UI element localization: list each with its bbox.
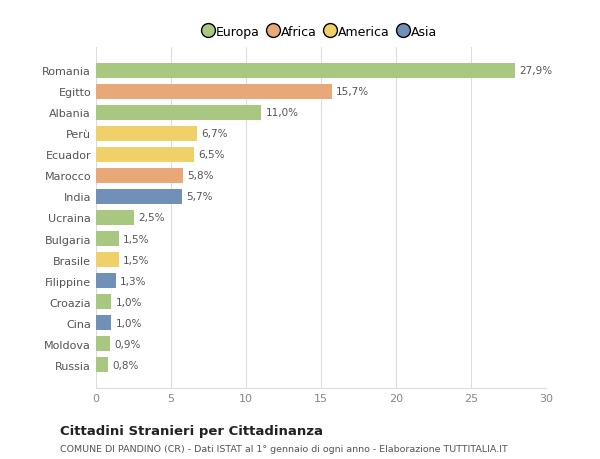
Text: 5,7%: 5,7% — [186, 192, 212, 202]
Legend: Europa, Africa, America, Asia: Europa, Africa, America, Asia — [200, 21, 442, 44]
Bar — [96, 315, 111, 330]
Text: Cittadini Stranieri per Cittadinanza: Cittadini Stranieri per Cittadinanza — [60, 425, 323, 437]
Text: 1,5%: 1,5% — [123, 234, 149, 244]
Bar — [96, 211, 133, 225]
Bar — [96, 106, 261, 121]
Text: 0,8%: 0,8% — [113, 360, 139, 370]
Bar — [96, 294, 111, 309]
Bar — [96, 84, 331, 100]
Bar — [96, 231, 119, 246]
Bar — [96, 127, 197, 142]
Bar — [96, 168, 183, 184]
Text: 27,9%: 27,9% — [519, 66, 552, 76]
Bar — [96, 147, 193, 162]
Text: COMUNE DI PANDINO (CR) - Dati ISTAT al 1° gennaio di ogni anno - Elaborazione TU: COMUNE DI PANDINO (CR) - Dati ISTAT al 1… — [60, 444, 508, 453]
Text: 0,9%: 0,9% — [114, 339, 140, 349]
Text: 1,5%: 1,5% — [123, 255, 149, 265]
Bar — [96, 357, 108, 372]
Bar — [96, 252, 119, 268]
Text: 6,7%: 6,7% — [201, 129, 227, 139]
Text: 1,3%: 1,3% — [120, 276, 146, 286]
Text: 5,8%: 5,8% — [187, 171, 214, 181]
Text: 11,0%: 11,0% — [265, 108, 299, 118]
Bar — [96, 64, 515, 79]
Text: 15,7%: 15,7% — [336, 87, 369, 97]
Bar — [96, 274, 115, 289]
Text: 1,0%: 1,0% — [115, 318, 142, 328]
Text: 2,5%: 2,5% — [138, 213, 164, 223]
Text: 6,5%: 6,5% — [198, 150, 224, 160]
Bar — [96, 336, 110, 352]
Text: 1,0%: 1,0% — [115, 297, 142, 307]
Bar — [96, 190, 182, 205]
